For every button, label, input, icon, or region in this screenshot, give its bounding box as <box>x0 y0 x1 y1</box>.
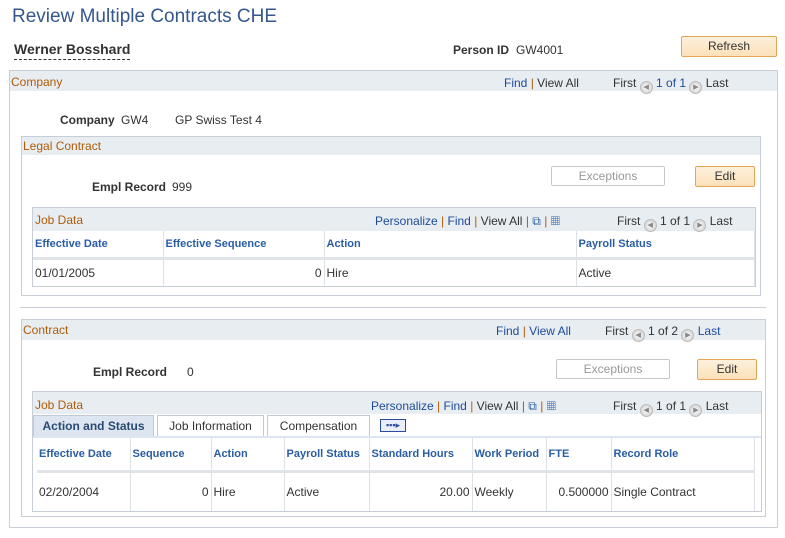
download-grid-icon[interactable]: ▦ <box>546 399 556 413</box>
contract-grid-header <box>33 392 761 414</box>
contract-header <box>22 320 765 340</box>
cell-effective-date: 02/20/2004 <box>37 471 131 511</box>
table-row: 01/01/2005 0 Hire Active <box>33 258 755 286</box>
tab-job-information[interactable]: Job Information <box>157 415 264 436</box>
company-section <box>9 70 778 528</box>
legal-personalize-link[interactable]: Personalize <box>375 214 438 228</box>
cell-record-role: Single Contract <box>611 471 755 511</box>
cell-payroll-status: Active <box>576 258 755 286</box>
contract-find-link[interactable]: Find <box>443 399 467 413</box>
next-arrow-icon[interactable]: ▶ <box>689 81 703 94</box>
contract-grid-count: 1 of 1 <box>656 399 687 413</box>
column-header[interactable]: Payroll Status <box>576 231 755 260</box>
tab-action-and-status[interactable]: Action and Status <box>33 415 154 436</box>
cell-sequence: 0 <box>130 471 212 511</box>
legal-contract-section <box>21 136 761 296</box>
page-title: Review Multiple Contracts CHE <box>12 6 278 27</box>
company-section-title: Company <box>11 75 63 89</box>
person-id-label: Person ID <box>453 43 510 57</box>
table-row: 02/20/2004 0 Hire Active 20.00 Weekly 0.… <box>37 471 755 511</box>
legal-edit-button[interactable]: Edit <box>695 166 755 187</box>
cell-payroll-status: Active <box>284 471 370 511</box>
company-label: Company <box>60 113 115 127</box>
cell-effective-date: 01/01/2005 <box>33 258 164 286</box>
contract-job-data-table: Effective Date Sequence Action Payroll S… <box>37 438 755 511</box>
column-header[interactable]: Effective Date <box>33 231 164 260</box>
company-header <box>10 71 777 91</box>
person-id-value: GW4001 <box>516 43 564 57</box>
show-all-columns-icon[interactable]: ▪▪▪▸ <box>380 419 406 432</box>
contract-grid-first: First <box>613 399 637 413</box>
legal-empl-record-label: Empl Record <box>92 180 167 194</box>
next-arrow-icon[interactable]: ▶ <box>689 404 703 417</box>
person-name[interactable]: Werner Bosshard <box>14 41 131 60</box>
previous-arrow-icon[interactable]: ◀ <box>639 81 653 94</box>
contract-view-all-link[interactable]: View All <box>529 324 571 338</box>
legal-grid-title: Job Data <box>35 213 84 227</box>
cell-standard-hours: 20.00 <box>369 471 473 511</box>
new-window-icon[interactable]: ⧉ <box>528 399 537 413</box>
company-count: 1 of 1 <box>656 76 687 90</box>
contract-section <box>21 319 766 517</box>
next-arrow-icon[interactable]: ▶ <box>681 329 695 342</box>
tab-underline <box>33 436 761 438</box>
new-window-icon[interactable]: ⧉ <box>532 214 541 228</box>
column-header[interactable]: Effective Date <box>37 438 131 473</box>
cell-action: Hire <box>211 471 285 511</box>
column-header[interactable]: Sequence <box>130 438 212 473</box>
contract-exceptions-button[interactable]: Exceptions <box>556 359 670 379</box>
cell-action: Hire <box>324 258 577 286</box>
contract-personalize-link[interactable]: Personalize <box>371 399 434 413</box>
legal-view-all[interactable]: View All <box>480 214 523 228</box>
legal-contract-title: Legal Contract <box>23 139 102 153</box>
column-header[interactable]: Record Role <box>611 438 755 473</box>
contract-grid-title: Job Data <box>35 398 84 412</box>
company-find-link[interactable]: Find <box>504 76 528 90</box>
legal-contract-header <box>22 137 760 155</box>
download-grid-icon[interactable]: ▦ <box>550 214 560 228</box>
contract-view-all[interactable]: View All <box>476 399 519 413</box>
column-header[interactable]: FTE <box>546 438 612 473</box>
cell-work-period: Weekly <box>472 471 547 511</box>
column-header[interactable]: Standard Hours <box>369 438 473 473</box>
legal-empl-record-value: 999 <box>172 180 193 194</box>
contract-grid-last: Last <box>705 399 729 413</box>
previous-arrow-icon[interactable]: ◀ <box>631 329 645 342</box>
legal-find-link[interactable]: Find <box>447 214 471 228</box>
contract-job-data-grid <box>32 391 762 512</box>
company-description: GP Swiss Test 4 <box>175 113 262 127</box>
column-header[interactable]: Action <box>211 438 285 473</box>
contract-edit-button[interactable]: Edit <box>697 359 757 380</box>
cell-fte: 0.500000 <box>546 471 612 511</box>
legal-first: First <box>617 214 641 228</box>
company-code: GW4 <box>121 113 149 127</box>
contract-count: 1 of 2 <box>648 324 679 338</box>
contract-first: First <box>605 324 629 338</box>
cell-effective-sequence: 0 <box>163 258 325 286</box>
contract-title: Contract <box>23 323 69 337</box>
column-header[interactable]: Action <box>324 231 577 260</box>
divider <box>20 307 766 308</box>
contract-empl-record-value: 0 <box>187 365 194 379</box>
contract-last-link[interactable]: Last <box>697 324 721 338</box>
legal-grid-header <box>33 208 755 231</box>
legal-count: 1 of 1 <box>660 214 691 228</box>
column-header[interactable]: Payroll Status <box>284 438 370 473</box>
company-view-all[interactable]: View All <box>537 76 579 90</box>
legal-job-data-grid <box>32 207 756 287</box>
legal-last: Last <box>709 214 733 228</box>
refresh-button[interactable]: Refresh <box>681 36 777 57</box>
column-header[interactable]: Work Period <box>472 438 547 473</box>
company-last: Last <box>705 76 729 90</box>
contract-empl-record-label: Empl Record <box>93 365 168 379</box>
company-first: First <box>613 76 637 90</box>
contract-find-link[interactable]: Find <box>496 324 520 338</box>
legal-exceptions-button[interactable]: Exceptions <box>551 166 665 186</box>
legal-job-data-table: Effective Date Effective Sequence Action… <box>33 231 755 286</box>
tab-compensation[interactable]: Compensation <box>267 415 370 436</box>
previous-arrow-icon[interactable]: ◀ <box>639 404 653 417</box>
column-header[interactable]: Effective Sequence <box>163 231 325 260</box>
